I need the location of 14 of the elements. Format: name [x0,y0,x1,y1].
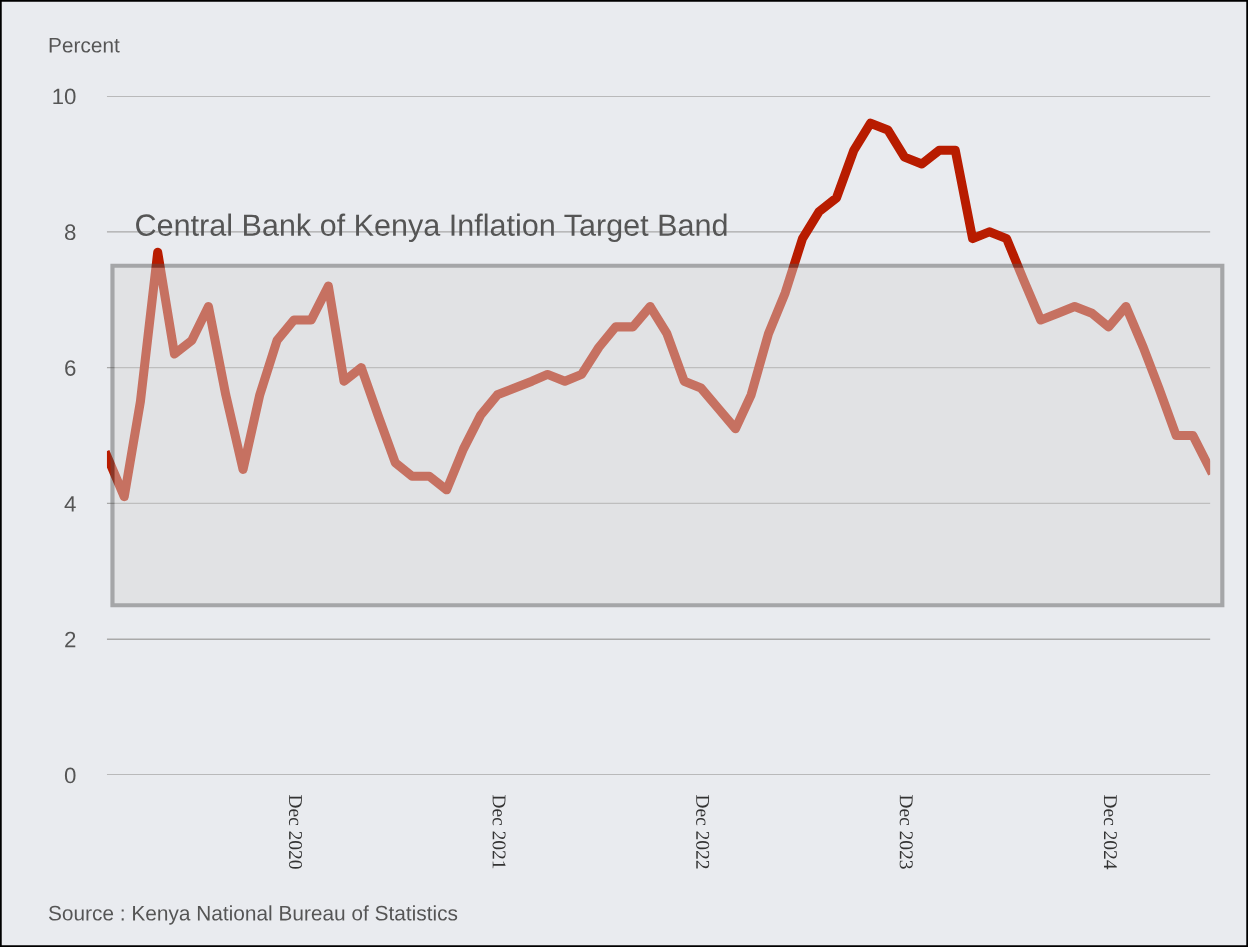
x-tick-label: Dec 2024 [1103,795,1117,870]
x-tick-label: Dec 2022 [696,795,710,869]
x-tick-label: Dec 2021 [492,795,506,869]
x-tick-label: Dec 2020 [288,795,303,869]
source-note: Source : Kenya National Bureau of Statistics [48,905,458,925]
y-axis-title: Percent [49,38,120,53]
y-tick-label: 6 [65,360,76,376]
y-tick-label: 8 [65,224,76,241]
y-tick-label: 2 [65,631,76,648]
y-tick-label: 10 [53,88,76,105]
band-label: Central Bank of Kenya Inflation Target Band [136,213,727,243]
y-tick-label: 0 [64,767,76,784]
y-tick-label: 4 [64,496,76,512]
x-tick-label: Dec 2023 [899,795,913,869]
